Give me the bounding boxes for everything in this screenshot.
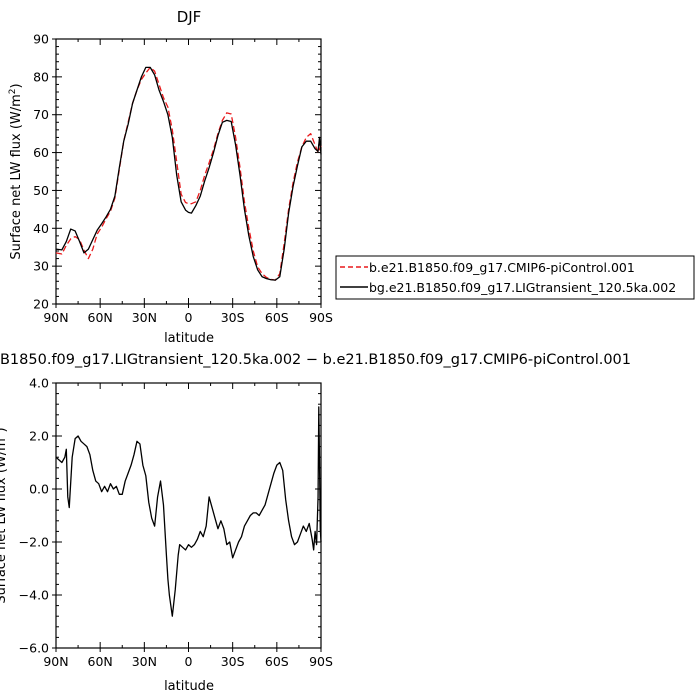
bottom-ticks: [52, 382, 322, 652]
legend-box: [335, 255, 695, 300]
top-y-axis-label: Surface net LW flux (W/m2): [8, 83, 24, 259]
bottom-series-line-0: [55, 406, 322, 617]
bottom-panel: bg.e21.B1850.f09_g17.LIGtransient_120.5k…: [0, 352, 631, 694]
bottom-x-axis-label: latitude: [164, 679, 214, 694]
bottom-plot-frame: [55, 382, 322, 649]
top-x-tick-label: 90N: [43, 310, 68, 325]
top-y-tick-label: 60: [33, 145, 49, 160]
top-series: [55, 66, 322, 281]
top-y-tick-label: 40: [33, 221, 49, 236]
bottom-x-tick-label: 60N: [88, 654, 113, 669]
bottom-x-tick-label: 60S: [265, 654, 289, 669]
top-x-tick-label: 30S: [221, 310, 245, 325]
top-y-tick-label: 50: [33, 183, 49, 198]
top-y-tick-label: 80: [33, 69, 49, 84]
bottom-series: [55, 406, 322, 617]
bottom-x-tick-label: 0: [185, 654, 193, 669]
bottom-title: bg.e21.B1850.f09_g17.LIGtransient_120.5k…: [0, 352, 631, 368]
bottom-y-tick-label: 2.0: [29, 429, 49, 444]
bottom-x-tick-label: 90N: [43, 654, 68, 669]
bottom-y-tick-label: −4.0: [19, 588, 49, 603]
top-ticks: [52, 38, 322, 308]
top-x-axis-label: latitude: [164, 331, 214, 346]
bottom-x-tick-labels: 90N 60N 30N 0 30S 60S 90S: [43, 654, 333, 669]
top-series-line-0: [55, 66, 322, 281]
bottom-y-tick-label: 0.0: [29, 482, 49, 497]
top-y-tick-label: 20: [33, 297, 49, 312]
bottom-y-tick-label: −2.0: [19, 535, 49, 550]
top-series-line-1: [55, 66, 322, 281]
bottom-x-tick-label: 30S: [221, 654, 245, 669]
top-x-tick-label: 90S: [309, 310, 333, 325]
legend: b.e21.B1850.f09_g17.CMIP6-piControl.001 …: [335, 255, 695, 300]
bottom-x-tick-label: 90S: [309, 654, 333, 669]
top-x-tick-label: 0: [185, 310, 193, 325]
top-x-tick-labels: 90N 60N 30N 0 30S 60S 90S: [43, 310, 333, 325]
top-x-tick-label: 60N: [88, 310, 113, 325]
top-panel: DJF 90N 60N 30N 0 30S 60S 90S 20 30 40 50 60 70 80 90…: [8, 8, 333, 346]
top-y-tick-label: 30: [33, 259, 49, 274]
top-y-tick-label: 70: [33, 107, 49, 122]
top-x-tick-label: 30N: [132, 310, 157, 325]
bottom-y-tick-label: −6.0: [19, 641, 49, 656]
legend-label-ligtransient: bg.e21.B1850.f09_g17.LIGtransient_120.5k…: [369, 280, 676, 295]
bottom-y-tick-label: 4.0: [29, 376, 49, 391]
top-title: DJF: [177, 8, 202, 26]
top-x-tick-label: 60S: [265, 310, 289, 325]
top-y-tick-labels: 20 30 40 50 60 70 80 90: [33, 32, 49, 312]
bottom-x-tick-label: 30N: [132, 654, 157, 669]
bottom-y-axis-label: Surface net LW flux (W/m2): [0, 427, 9, 603]
top-y-tick-label: 90: [33, 32, 49, 47]
legend-label-picontrol: b.e21.B1850.f09_g17.CMIP6-piControl.001: [369, 260, 635, 275]
bottom-y-tick-labels: −6.0 −4.0 −2.0 0.0 2.0 4.0: [19, 376, 49, 656]
